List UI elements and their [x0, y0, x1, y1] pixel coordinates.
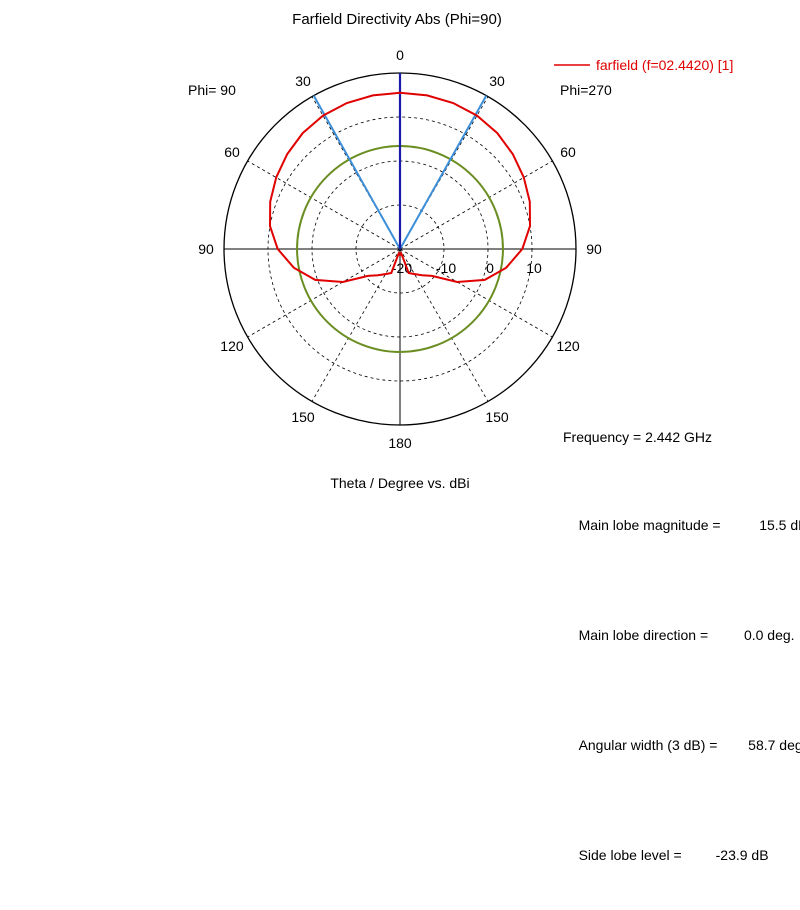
main-lobe-direction-label: Main lobe direction = [578, 627, 709, 643]
main-lobe-direction-value: 0.0 deg. [743, 627, 795, 643]
series-line [268, 91, 532, 284]
angular-width-label: Angular width (3 dB) = [578, 737, 718, 753]
angle-tick-label: 150 [485, 409, 509, 425]
angle-tick-label: 180 [388, 435, 412, 451]
beam-edge-line [399, 95, 488, 250]
right-half-label: Phi=270 [560, 82, 612, 98]
angle-spoke [311, 248, 401, 402]
angle-tick-label: 60 [560, 144, 576, 160]
angle-spoke [399, 248, 553, 338]
side-lobe-level-label: Side lobe level = [578, 847, 682, 863]
polar-grid: 0 30 30 60 60 90 90 120 120 150 150 180 -20 -10 0 10 [198, 47, 602, 451]
angle-tick-label: 30 [489, 73, 505, 89]
radial-tick-label: -10 [436, 260, 456, 276]
chart-title: Farfield Directivity Abs (Phi=90) [292, 11, 502, 28]
polar-chart: 0 30 30 60 60 90 90 120 120 150 150 180 -20 -10 0 10 Fa… [188, 11, 733, 491]
data-layer [268, 73, 532, 353]
main-lobe-magnitude-row: Main lobe magnitude = 15.5 dBi [563, 492, 800, 558]
side-lobe-level-row: Side lobe level = -23.9 dB [563, 822, 800, 888]
angle-tick-label: 30 [295, 73, 311, 89]
angle-tick-label: 60 [224, 144, 240, 160]
main-lobe-magnitude-label: Main lobe magnitude = [578, 517, 721, 533]
angle-spoke [247, 248, 401, 338]
angular-width-row: Angular width (3 dB) = 58.7 deg. [563, 712, 800, 778]
label-layer: Farfield Directivity Abs (Phi=90) Phi= 9… [188, 11, 612, 491]
left-half-label: Phi= 90 [188, 82, 236, 98]
x-axis-label: Theta / Degree vs. dBi [330, 475, 469, 491]
side-lobe-level-value: -23.9 dB [715, 847, 769, 863]
beam-edge-line [312, 95, 401, 250]
angle-tick-label: 90 [198, 241, 214, 257]
angle-spoke [399, 248, 489, 402]
angle-tick-label: 120 [220, 338, 244, 354]
angle-spoke [311, 96, 401, 250]
angle-tick-label: 0 [396, 47, 404, 63]
radial-tick-label: 0 [486, 260, 494, 276]
info-panel: Frequency = 2.442 GHz Main lobe magnitud… [563, 382, 800, 910]
angle-spoke [247, 160, 401, 250]
frequency-text: Frequency = 2.442 GHz [563, 429, 713, 445]
main-lobe-magnitude-value: 15.5 dBi [759, 517, 800, 533]
angle-tick-label: 120 [556, 338, 580, 354]
angle-spoke [399, 160, 553, 250]
legend-label: farfield (f=02.4420) [1] [596, 57, 733, 73]
angle-spoke [399, 96, 489, 250]
angle-tick-label: 150 [291, 409, 315, 425]
radial-tick-label: 10 [526, 260, 542, 276]
angular-width-value: 58.7 deg. [748, 737, 800, 753]
angle-tick-label: 90 [586, 241, 602, 257]
legend: farfield (f=02.4420) [1] [554, 57, 733, 73]
main-lobe-direction-row: Main lobe direction = 0.0 deg. [563, 602, 800, 668]
radial-tick-label: -20 [392, 260, 412, 276]
